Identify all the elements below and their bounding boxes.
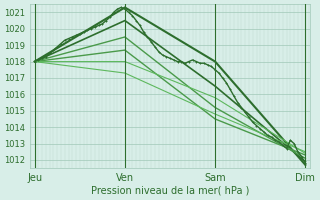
X-axis label: Pression niveau de la mer( hPa ): Pression niveau de la mer( hPa ) — [91, 186, 249, 196]
